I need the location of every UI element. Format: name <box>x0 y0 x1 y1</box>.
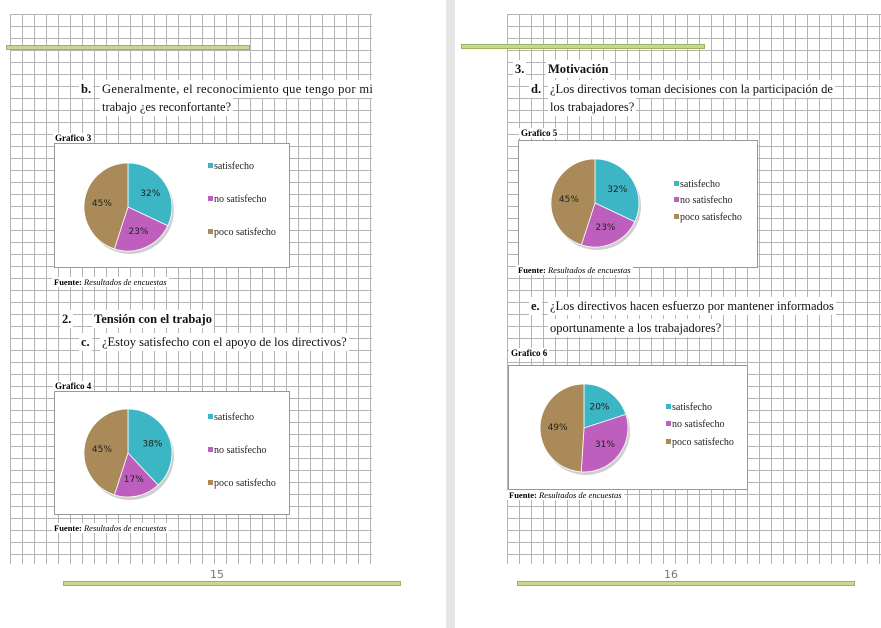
legend-label: no satisfecho <box>214 445 267 456</box>
chart-source: Fuente: Resultados de encuestas <box>52 277 169 287</box>
legend-swatch <box>674 181 679 186</box>
question-text: los trabajadores? <box>548 98 637 116</box>
pie-slice-no-satisfecho <box>580 202 636 248</box>
pie-slice-poco-satisfecho <box>83 408 129 496</box>
chart-source: Fuente: Resultados de encuestas <box>507 490 624 500</box>
pie-slice-satisfecho <box>594 158 640 223</box>
pie-slice-no-satisfecho <box>580 413 629 473</box>
pie-chart-5: 32% satisfecho 23% no satisfecho 45% poco sat… <box>518 140 758 268</box>
legend-swatch <box>208 480 213 485</box>
footer-rule <box>63 581 401 586</box>
header-rule <box>461 44 705 49</box>
legend-swatch <box>674 197 679 202</box>
pie-slice-label: 45% <box>92 445 112 455</box>
pie-chart-4: 38% satisfecho 17% no satisfecho 45% poco sat… <box>54 391 290 515</box>
chart-title: Grafico 4 <box>53 381 94 391</box>
legend-swatch <box>666 404 671 409</box>
pie-slice-label: 17% <box>124 475 144 485</box>
chart-title: Grafico 6 <box>509 348 550 358</box>
section-title: Motivación <box>546 60 611 78</box>
section-number: 2. <box>60 310 74 328</box>
question-text: trabajo ¿es reconfortante? <box>100 98 234 116</box>
legend-swatch <box>674 214 679 219</box>
pie-chart-6: 20% satisfecho 31% no satisfecho 49% poco sat… <box>508 365 748 490</box>
pie-slice-no-satisfecho <box>113 206 169 252</box>
header-rule <box>6 45 250 50</box>
pie-chart-3: 32% satisfecho 23% no satisfecho 45% poco sat… <box>54 143 290 268</box>
chart-source: Fuente: Resultados de encuestas <box>516 265 633 275</box>
question-text: ¿Los directivos hacen esfuerzo por mante… <box>548 297 836 315</box>
pie-slice-label: 45% <box>92 199 112 209</box>
pie-slice-no-satisfecho <box>113 452 159 498</box>
question-letter: b. <box>79 80 94 98</box>
pie-slice-satisfecho <box>583 383 627 429</box>
pie-slice-label: 20% <box>589 403 609 413</box>
legend-label: satisfecho <box>680 179 720 190</box>
question-text: Generalmente, el reconocimiento que teng… <box>100 80 376 98</box>
legend-swatch <box>208 163 213 168</box>
pie-slice-poco-satisfecho <box>550 158 596 246</box>
pie-slice-label: 49% <box>548 423 568 433</box>
legend-label: no satisfecho <box>680 195 733 206</box>
pie-slice-label: 31% <box>595 440 615 450</box>
chart-title: Grafico 5 <box>519 128 560 138</box>
question-text: ¿Estoy satisfecho con el apoyo de los di… <box>100 333 349 351</box>
chart-title: Grafico 3 <box>53 133 94 143</box>
pie-slice-label: 32% <box>140 189 160 199</box>
legend-swatch <box>666 439 671 444</box>
page-number: 15 <box>210 568 224 581</box>
question-text: ¿Los directivos toman decisiones con la … <box>548 80 835 98</box>
legend-label: satisfecho <box>214 161 254 172</box>
pie-slice-label: 45% <box>559 195 579 205</box>
question-letter: d. <box>529 80 544 98</box>
legend-swatch <box>666 421 671 426</box>
legend-label: poco satisfecho <box>672 437 734 448</box>
legend-label: poco satisfecho <box>680 212 742 223</box>
legend-label: no satisfecho <box>214 194 267 205</box>
pie-slice-poco-satisfecho <box>539 383 585 473</box>
legend-swatch <box>208 447 213 452</box>
pie-slice-poco-satisfecho <box>83 162 129 250</box>
page-16: 3. Motivación d. ¿Los directivos toman d… <box>455 0 881 628</box>
legend-label: poco satisfecho <box>214 478 276 489</box>
chart-source: Fuente: Resultados de encuestas <box>52 523 169 533</box>
legend-label: poco satisfecho <box>214 227 276 238</box>
pie-slice-label: 32% <box>607 185 627 195</box>
question-text: oportunamente a los trabajadores? <box>548 319 724 337</box>
question-letter: c. <box>79 333 92 351</box>
legend-swatch <box>208 196 213 201</box>
footer-rule <box>517 581 855 586</box>
pie-slice-satisfecho <box>127 408 173 486</box>
legend-label: satisfecho <box>214 412 254 423</box>
legend-label: satisfecho <box>672 402 712 413</box>
legend-swatch <box>208 229 213 234</box>
pie-slice-label: 38% <box>142 439 162 449</box>
legend-label: no satisfecho <box>672 419 725 430</box>
pie-slice-label: 23% <box>128 227 148 237</box>
pie-slice-satisfecho <box>127 162 173 227</box>
pie-slice-label: 23% <box>595 223 615 233</box>
section-number: 3. <box>513 60 527 78</box>
legend-swatch <box>208 414 213 419</box>
question-letter: e. <box>529 297 542 315</box>
page-number: 16 <box>664 568 678 581</box>
page-15: b. Generalmente, el reconocimiento que t… <box>0 0 446 628</box>
section-title: Tensión con el trabajo <box>92 310 214 328</box>
